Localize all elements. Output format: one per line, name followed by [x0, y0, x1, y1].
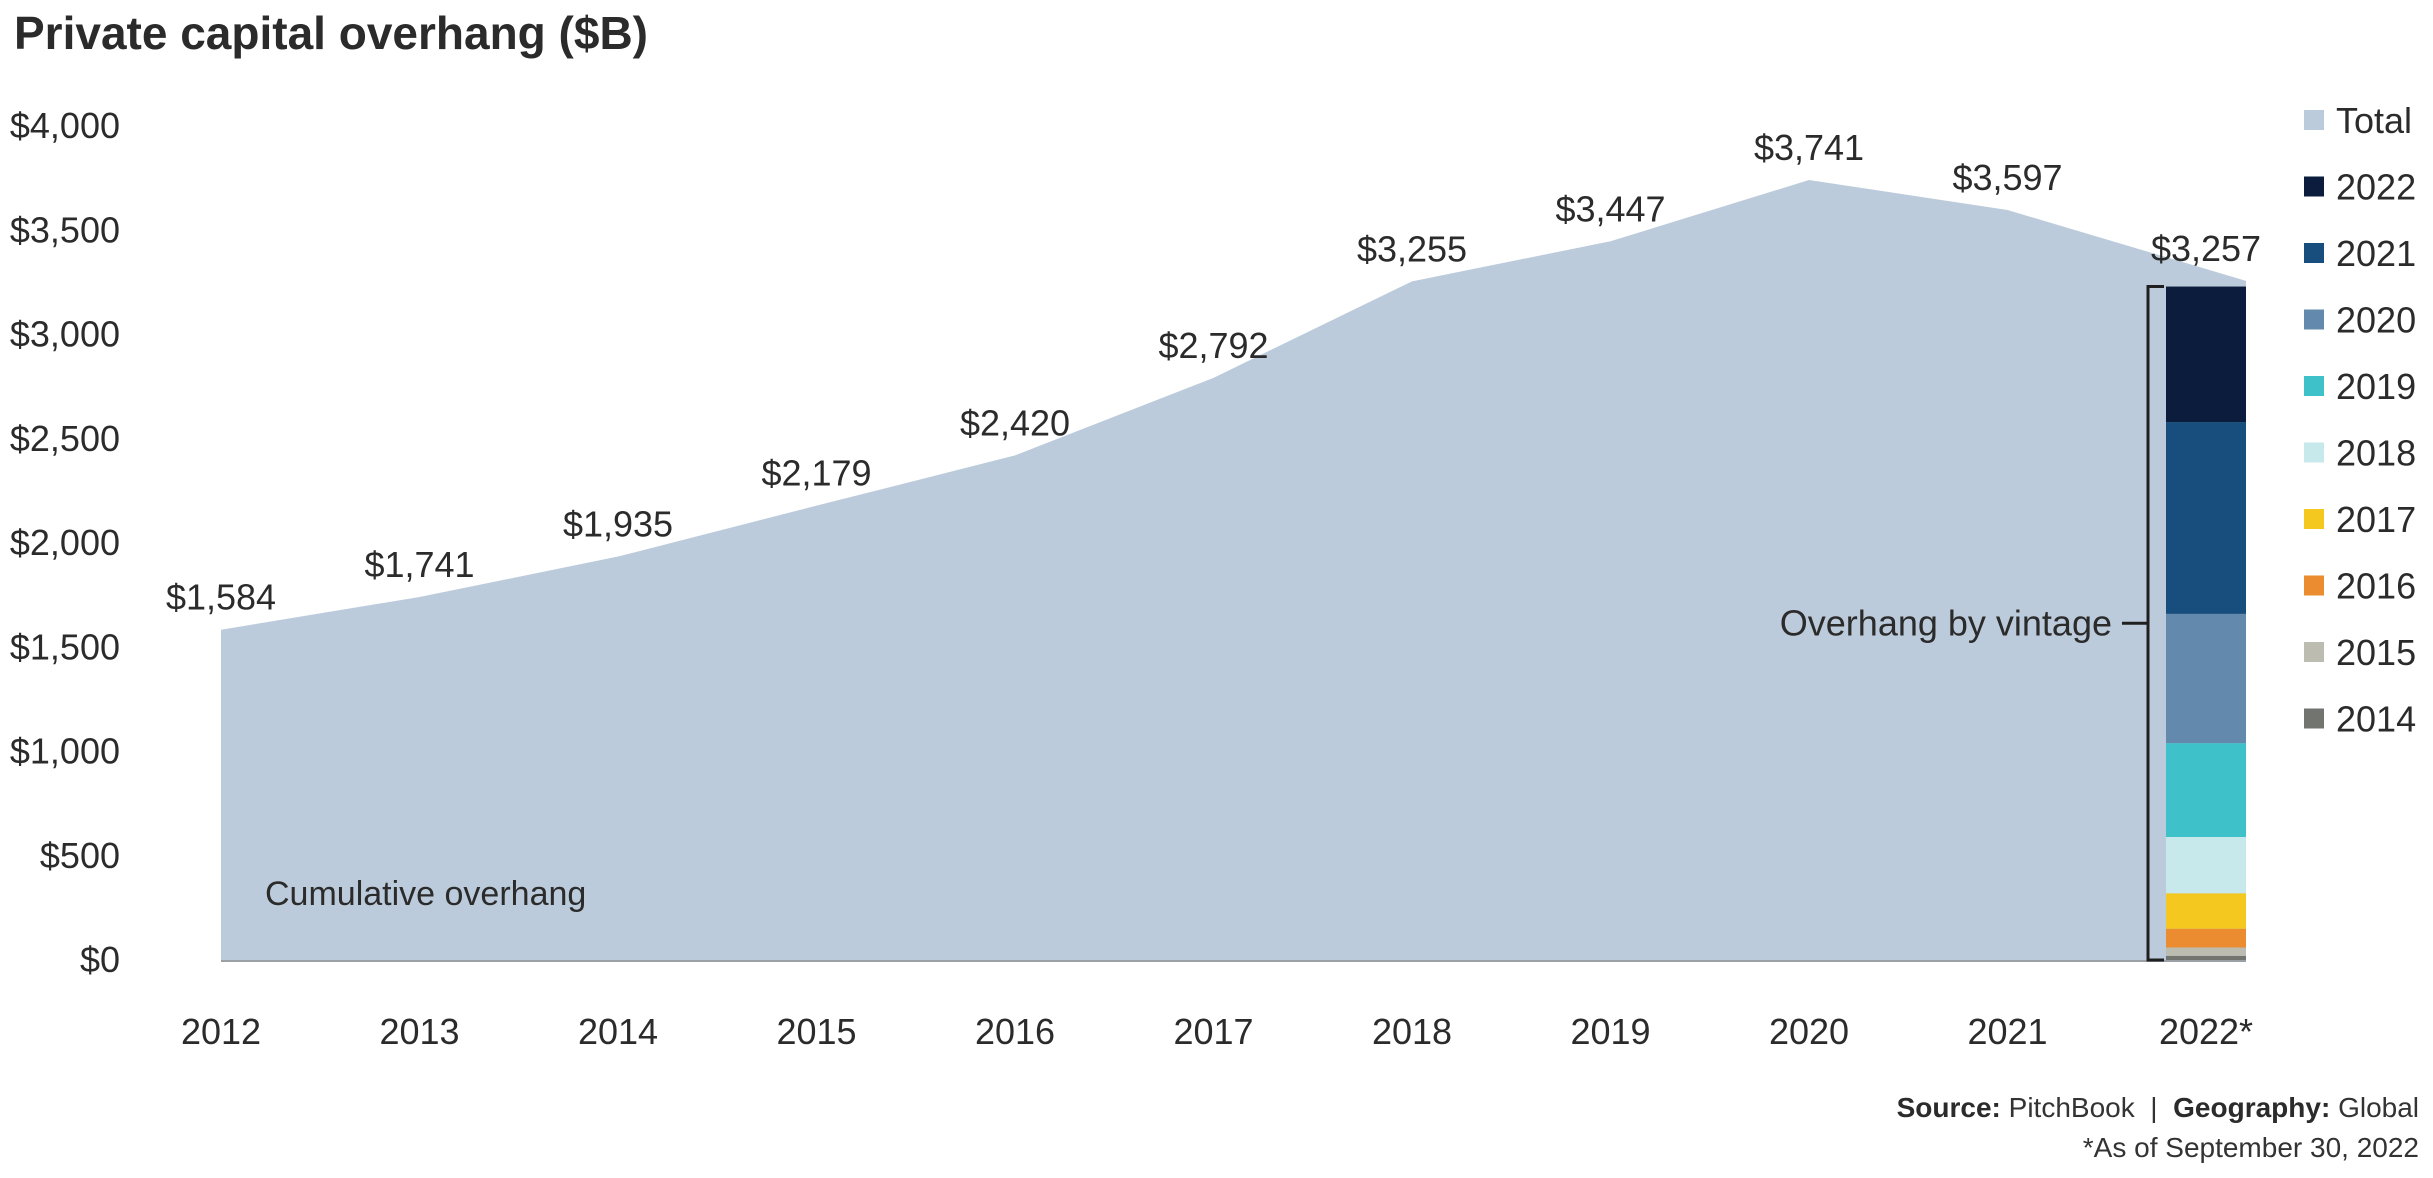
data-label: $1,741 [364, 544, 474, 585]
legend-label: 2021 [2336, 233, 2416, 274]
vintage-segment-2021 [2166, 422, 2246, 614]
data-label: $2,179 [761, 453, 871, 494]
x-tick-label: 2012 [181, 1011, 261, 1052]
data-label: $1,584 [166, 577, 276, 618]
x-tick-label: 2020 [1769, 1011, 1849, 1052]
x-tick-label: 2018 [1372, 1011, 1452, 1052]
y-tick-label: $3,000 [10, 314, 120, 355]
data-labels-layer: $1,584 $1,741 $1,935 $2,179 $2,420 $2,792 $3,2… [166, 127, 2261, 618]
x-tick-label: 2022* [2159, 1011, 2253, 1052]
legend-swatch [2304, 309, 2324, 330]
x-tick-label: 2017 [1173, 1011, 1253, 1052]
x-tick-label: 2019 [1570, 1011, 1650, 1052]
legend-label: Total [2336, 100, 2412, 141]
legend-label: 2020 [2336, 300, 2416, 341]
vintage-segment-2016 [2166, 928, 2246, 948]
vintage-annotation: Overhang by vintage [1780, 602, 2112, 643]
vintage-segment-2015 [2166, 947, 2246, 956]
data-label: $1,935 [563, 504, 673, 545]
source-label: Source: [1896, 1092, 2001, 1123]
y-tick-label: $4,000 [10, 105, 120, 146]
x-tick-label: 2021 [1967, 1011, 2047, 1052]
x-axis: 2012 2013 2014 2015 2016 2017 2018 2019 2020 2021… [181, 1011, 2253, 1052]
legend-label: 2018 [2336, 433, 2416, 474]
area-annotation: Cumulative overhang [265, 875, 586, 913]
legend: Total 2022 2021 2020 2019 2018 2017 2016 2015 201… [2304, 100, 2416, 740]
source-value: PitchBook [2008, 1092, 2135, 1123]
legend-swatch [2304, 509, 2324, 529]
y-tick-label: $2,000 [10, 522, 120, 563]
legend-swatch [2304, 708, 2324, 729]
legend-swatch [2304, 376, 2324, 396]
y-tick-label: $1,000 [10, 731, 120, 772]
y-tick-label: $500 [40, 835, 120, 876]
legend-label: 2019 [2336, 366, 2416, 407]
x-tick-label: 2015 [776, 1011, 856, 1052]
legend-swatch [2304, 642, 2324, 662]
y-axis: $0 $500 $1,000 $1,500 $2,000 $2,500 $3,000 $3,5… [10, 105, 120, 980]
chart-title: Private capital overhang ($B) [14, 7, 648, 59]
legend-label: 2014 [2336, 699, 2416, 740]
legend-swatch [2304, 176, 2324, 197]
x-tick-label: 2014 [578, 1011, 658, 1052]
data-label: $2,792 [1158, 325, 1268, 366]
data-label: $3,741 [1754, 127, 1864, 168]
source-line: Source: PitchBook | Geography: Global [1897, 1092, 2419, 1124]
data-label: $3,255 [1357, 228, 1467, 269]
data-label: $3,257 [2151, 228, 2261, 269]
cumulative-overhang-area [221, 180, 2246, 961]
area-layer: Cumulative overhang [221, 180, 2246, 962]
vintage-segment-2014 [2166, 955, 2246, 960]
y-tick-label: $0 [80, 939, 120, 980]
legend-label: 2022 [2336, 167, 2416, 208]
vintage-segment-2022 [2166, 286, 2246, 423]
y-tick-label: $3,500 [10, 209, 120, 250]
vintage-stack: Overhang by vintage [1780, 285, 2246, 962]
vintage-segment-2019 [2166, 743, 2246, 837]
data-label: $2,420 [960, 402, 1070, 443]
vintage-segment-2017 [2166, 893, 2246, 929]
data-label: $3,597 [1952, 157, 2062, 198]
legend-swatch [2304, 575, 2324, 596]
legend-swatch [2304, 442, 2324, 463]
geography-value: Global [2338, 1092, 2419, 1123]
y-tick-label: $1,500 [10, 626, 120, 667]
legend-label: 2015 [2336, 632, 2416, 673]
data-label: $3,447 [1555, 188, 1665, 229]
legend-label: 2016 [2336, 566, 2416, 607]
legend-swatch [2304, 110, 2324, 130]
x-tick-label: 2013 [379, 1011, 459, 1052]
source-separator: | [2150, 1092, 2158, 1123]
vintage-segment-2020 [2166, 613, 2246, 744]
x-tick-label: 2016 [975, 1011, 1055, 1052]
geography-label: Geography: [2173, 1092, 2331, 1123]
legend-swatch [2304, 243, 2324, 263]
footnote: *As of September 30, 2022 [2082, 1132, 2419, 1163]
vintage-segment-2018 [2166, 836, 2246, 894]
y-tick-label: $2,500 [10, 418, 120, 459]
legend-label: 2017 [2336, 499, 2416, 540]
